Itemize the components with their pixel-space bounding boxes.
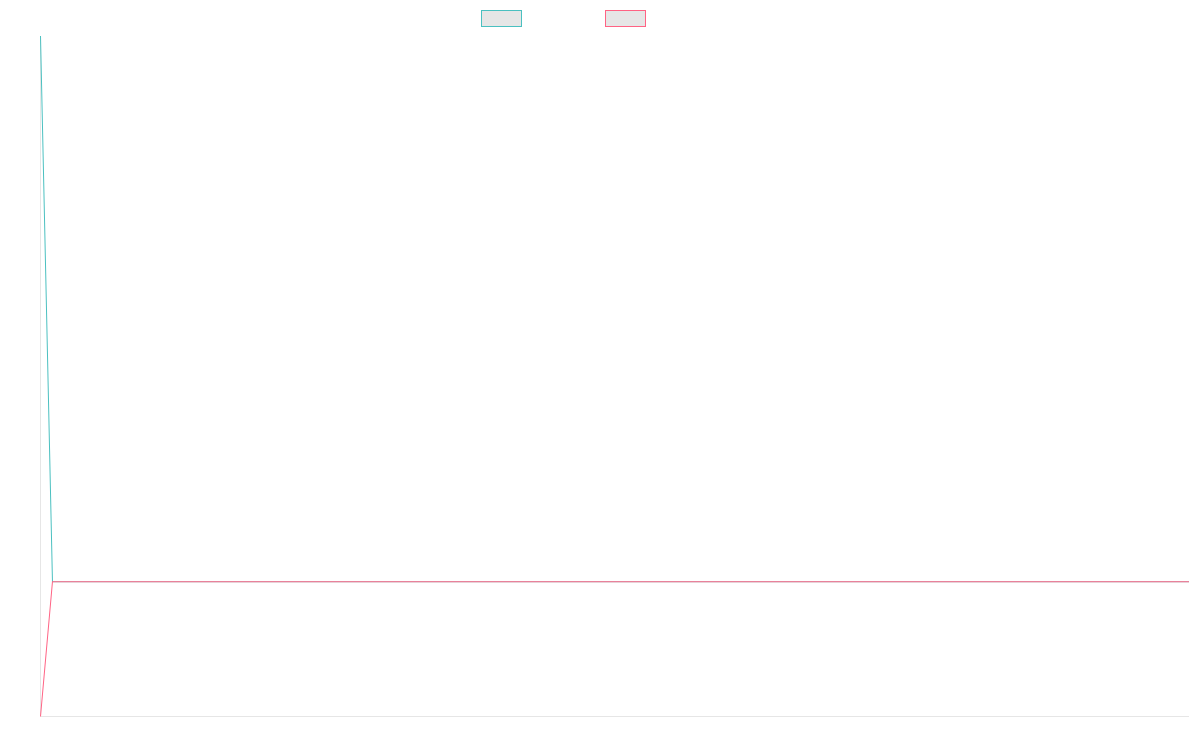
legend: [481, 10, 646, 27]
legend-item-1[interactable]: [481, 10, 522, 27]
series-line-1: [40, 35, 1189, 583]
legend-swatch-2[interactable]: [605, 10, 646, 27]
legend-item-2[interactable]: [605, 10, 646, 27]
axes: [40, 36, 1189, 717]
series-line-2: [40, 581, 1189, 717]
legend-swatch-1[interactable]: [481, 10, 522, 27]
series-layer: [40, 35, 1189, 717]
